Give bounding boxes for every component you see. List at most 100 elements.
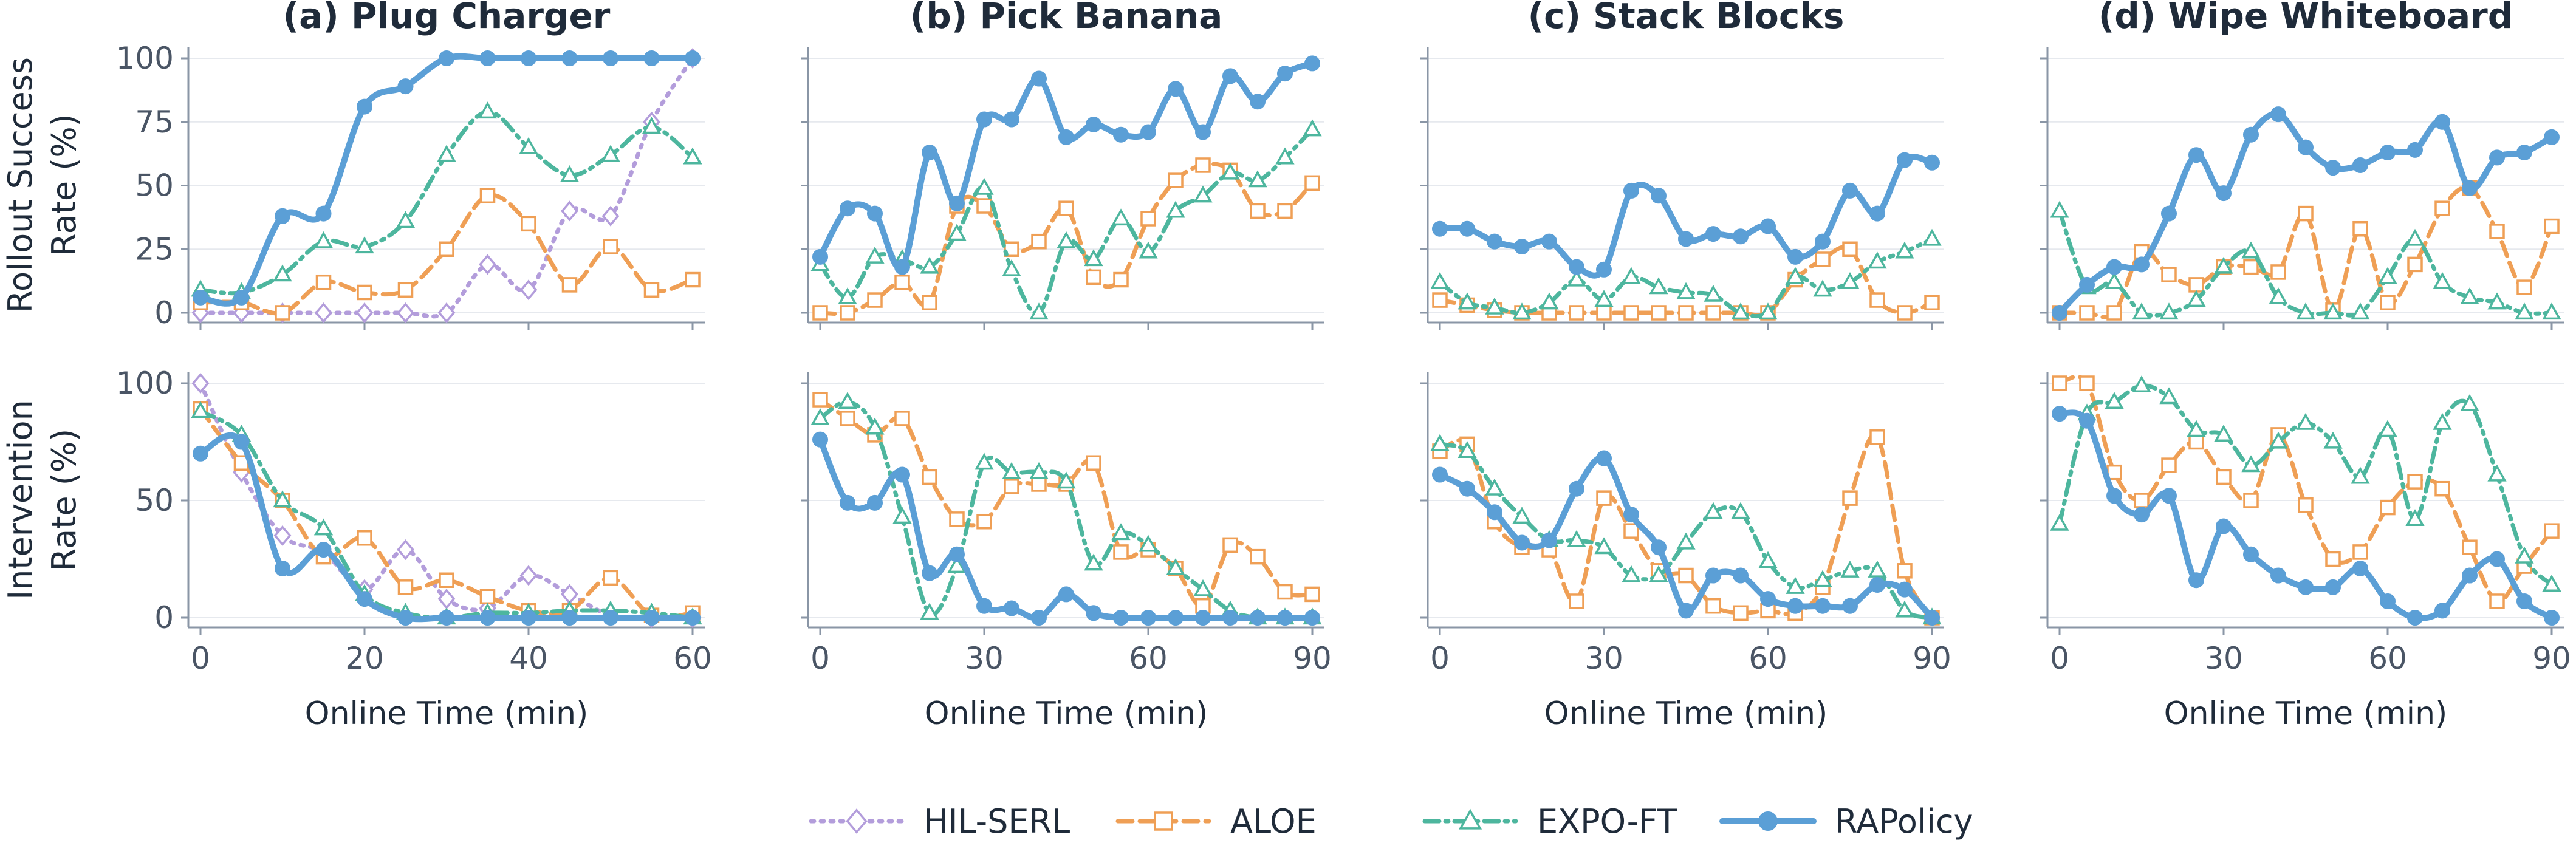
x-axis-label: Online Time (min)	[305, 695, 589, 732]
chart-title: (c) Stack Blocks	[1528, 0, 1845, 36]
x-tick-label: 0	[1430, 641, 1450, 676]
data-point-aloe	[1113, 544, 1129, 560]
data-point-aloe	[1897, 305, 1913, 321]
data-point-aloe	[2052, 375, 2067, 391]
data-point-expo-ft	[975, 452, 994, 470]
data-point-rapolicy	[193, 445, 208, 462]
data-point-rapolicy	[2544, 129, 2560, 145]
legend-label: EXPO-FT	[1537, 802, 1677, 841]
data-point-expo-ft	[2433, 412, 2452, 430]
data-point-expo-ft	[947, 224, 967, 241]
data-point-rapolicy	[1058, 586, 1074, 603]
data-point-expo-ft	[1868, 561, 1887, 578]
series-expo-ft	[1430, 434, 1942, 625]
data-point-aloe	[1678, 567, 1694, 584]
y-tick-label: 50	[135, 168, 174, 203]
data-point-expo-ft	[2050, 513, 2069, 531]
y-axis-label-line: Rollout Success	[1, 57, 39, 313]
data-point-aloe	[2106, 305, 2122, 321]
data-point-aloe	[1705, 305, 1721, 321]
data-point-rapolicy	[2106, 488, 2122, 504]
series-aloe	[2052, 374, 2560, 609]
data-point-rapolicy	[1897, 152, 1913, 168]
data-point-aloe	[1113, 271, 1129, 288]
data-point-rapolicy	[1459, 220, 1475, 237]
series-line-aloe	[1437, 433, 1934, 620]
legend-marker	[1458, 808, 1482, 830]
data-point-rapolicy	[275, 208, 290, 224]
data-point-expo-ft	[1430, 434, 1450, 451]
data-point-aloe	[1277, 203, 1293, 219]
data-point-expo-ft	[1002, 462, 1021, 479]
data-point-aloe	[894, 274, 910, 290]
data-point-rapolicy	[357, 591, 372, 607]
data-point-rapolicy	[233, 434, 250, 450]
data-point-expo-ft	[1813, 279, 1832, 297]
y-tick-label: 50	[135, 483, 174, 518]
y-tick-label: 25	[135, 231, 174, 267]
data-point-aloe	[1195, 157, 1211, 173]
series-expo-ft	[1430, 228, 1942, 320]
data-point-aloe	[2079, 305, 2095, 321]
data-point-rapolicy	[1787, 598, 1803, 614]
data-point-aloe	[1304, 175, 1320, 191]
x-tick-label: 0	[2050, 641, 2069, 676]
data-point-aloe	[2407, 256, 2423, 273]
data-point-rapolicy	[1168, 610, 1184, 626]
data-point-rapolicy	[603, 50, 618, 66]
data-point-expo-ft	[1512, 507, 1532, 524]
data-point-aloe	[521, 216, 536, 232]
data-point-rapolicy	[1195, 610, 1211, 626]
data-point-aloe	[1924, 295, 1940, 310]
legend-item-expo-ft: EXPO-FT	[1422, 802, 1677, 841]
data-point-rapolicy	[1815, 233, 1831, 250]
data-point-aloe	[2434, 200, 2450, 216]
data-point-rapolicy	[1086, 605, 1101, 621]
data-point-rapolicy	[193, 289, 208, 306]
series-line-expo-ft	[818, 400, 1315, 621]
x-tick-label: 30	[1584, 641, 1623, 676]
chart-title: (d) Wipe Whiteboard	[2098, 0, 2513, 36]
data-point-expo-ft	[1567, 530, 1586, 547]
data-point-rapolicy	[1705, 567, 1721, 584]
x-tick-label: 60	[1749, 641, 1787, 676]
series-rapolicy	[2052, 106, 2560, 321]
data-point-hil-serl	[437, 302, 456, 324]
data-point-rapolicy	[867, 205, 883, 222]
data-point-expo-ft	[2241, 241, 2261, 259]
data-point-rapolicy	[2352, 560, 2368, 576]
row-label-1: Rollout Success Rate (%)	[1, 57, 83, 313]
data-point-rapolicy	[949, 195, 965, 211]
data-point-expo-ft	[838, 392, 857, 409]
data-point-expo-ft	[1303, 119, 1322, 137]
data-point-expo-ft	[2241, 455, 2261, 473]
data-point-rapolicy	[1432, 220, 1448, 237]
data-point-rapolicy	[922, 565, 937, 581]
data-point-rapolicy	[685, 610, 701, 626]
data-point-hil-serl	[273, 525, 292, 546]
data-point-aloe	[976, 513, 992, 530]
data-point-rapolicy	[315, 542, 332, 558]
data-point-aloe	[1623, 305, 1639, 321]
data-point-rapolicy	[2407, 142, 2423, 158]
data-point-hil-serl	[355, 302, 374, 324]
series-line-expo-ft	[1437, 442, 1934, 620]
series-rapolicy	[193, 432, 701, 626]
chart-panel-1: 0 25 50 75 100 (a) Plug Charger	[116, 0, 705, 330]
data-point-expo-ft	[2159, 302, 2179, 320]
series-rapolicy	[1432, 152, 1940, 279]
data-point-expo-ft	[313, 231, 334, 248]
data-point-expo-ft	[2269, 287, 2288, 304]
data-point-rapolicy	[315, 205, 332, 222]
data-point-expo-ft	[560, 165, 580, 182]
data-point-expo-ft	[2487, 464, 2507, 482]
data-point-aloe	[1250, 203, 1266, 219]
data-point-aloe	[2188, 277, 2204, 293]
chart-panels: 0 25 50 75 100 (a) Plug Charger (b) Pick Banan…	[116, 0, 2571, 732]
data-point-expo-ft	[1840, 271, 1860, 289]
data-point-rapolicy	[2462, 567, 2478, 584]
data-point-expo-ft	[1084, 249, 1103, 267]
series-aloe	[193, 188, 701, 321]
data-point-aloe	[2243, 259, 2259, 275]
data-point-expo-ft	[1786, 267, 1805, 284]
